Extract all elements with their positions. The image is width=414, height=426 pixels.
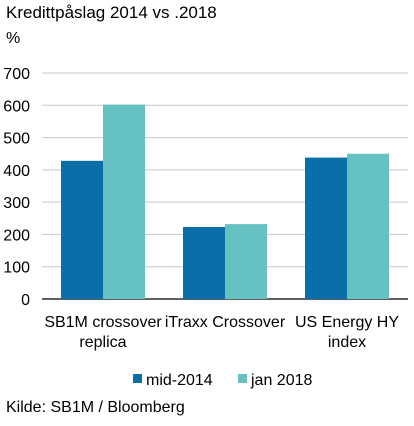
chart-title: Kredittpåslag 2014 vs .2018 [6,3,217,22]
category-label: US Energy HY [295,314,399,331]
bar-jan-2018-0 [103,104,145,299]
y-tick-label: 0 [21,292,30,309]
category-label: iTraxx Crossover [165,314,286,331]
bar-mid-2014-0 [61,160,103,299]
y-axis-ticks: 0 100 200 300 400 500 600 700 [3,66,30,309]
y-axis-unit: % [6,30,21,47]
category-label: index [328,334,366,351]
y-tick-label: 300 [3,195,30,212]
legend: mid-2014 jan 2018 [133,372,312,389]
y-tick-label: 400 [3,163,30,180]
category-labels: SB1M crossover replica iTraxx Crossover US … [44,314,399,351]
legend-label: mid-2014 [146,372,213,389]
legend-swatch [238,374,247,383]
y-tick-label: 500 [3,131,30,148]
bar-mid-2014-1 [183,227,225,299]
bars [61,104,389,299]
bar-jan-2018-1 [225,224,267,299]
y-tick-label: 100 [3,260,30,277]
category-label: replica [79,334,126,351]
bar-jan-2018-2 [347,153,389,299]
bar-mid-2014-2 [305,157,347,299]
y-tick-label: 700 [3,66,30,83]
source-note: Kilde: SB1M / Bloomberg [6,399,185,416]
category-label: SB1M crossover [44,314,162,331]
y-tick-label: 600 [3,98,30,115]
legend-swatch [133,374,142,383]
legend-label: jan 2018 [250,372,312,389]
y-tick-label: 200 [3,227,30,244]
